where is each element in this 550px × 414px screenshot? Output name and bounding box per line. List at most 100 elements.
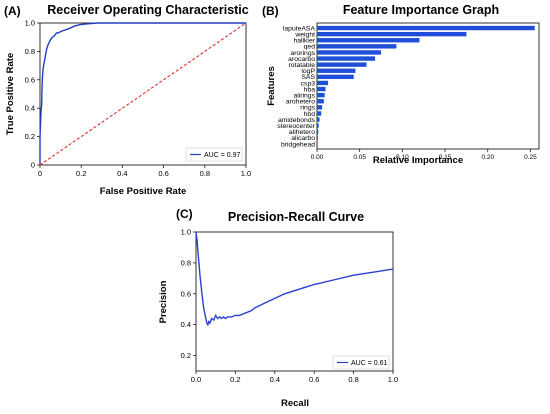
pr-y-ticks: 0.2 0.4 0.6 0.8 1.0 — [181, 228, 196, 360]
panel-label-b: (B) — [262, 4, 279, 18]
fi-feature-label: arorings — [290, 50, 315, 57]
pr-y-tick-label: 0.2 — [181, 351, 191, 360]
pr-title: Precision-Recall Curve — [228, 210, 364, 224]
roc-legend-label: AUC = 0.97 — [204, 152, 240, 159]
fi-x-tick-label: 0.25 — [524, 154, 537, 161]
fi-bar — [317, 129, 319, 134]
roc-title: Receiver Operating Characteristic — [47, 3, 249, 17]
pr-y-tick-label: 0.6 — [181, 289, 191, 298]
pr-legend-box — [332, 355, 390, 370]
pr-panel: (C) Precision-Recall Curve 0.0 0.2 0.4 0.6 0… — [158, 207, 398, 409]
fi-bar — [317, 86, 326, 92]
fi-feature-label: hallkier — [293, 38, 315, 45]
fi-y-label: Features — [266, 66, 277, 106]
roc-x-tick-label: 0.6 — [158, 169, 168, 178]
fi-bar — [317, 31, 467, 37]
pr-x-ticks: 0.0 0.2 0.4 0.6 0.8 1.0 — [191, 371, 398, 384]
fi-feature-label: hbd — [304, 111, 316, 118]
fi-x-ticks: 0.00 0.05 0.10 0.15 0.20 0.25 — [311, 149, 537, 161]
roc-y-ticks: 0 0.2 0.4 0.6 0.8 1.0 — [25, 19, 40, 170]
fi-bar — [317, 135, 318, 141]
roc-x-tick-label: 1.0 — [241, 169, 251, 178]
fi-bar — [317, 68, 356, 73]
pr-x-tick-label: 0.0 — [191, 375, 201, 384]
fi-bar — [317, 111, 322, 116]
fi-bar — [317, 80, 329, 86]
roc-x-label: False Positive Rate — [100, 186, 187, 197]
pr-x-tick-label: 0.4 — [270, 375, 280, 384]
pr-x-tick-label: 0.8 — [348, 375, 358, 384]
pr-x-tick-label: 0.6 — [309, 375, 319, 384]
fi-feature-label: alihetero — [289, 129, 315, 136]
fi-feature-label: amidebonds — [278, 117, 316, 124]
roc-x-tick-label: 0 — [38, 169, 42, 178]
fi-feature-label: laputeASA — [283, 25, 316, 32]
fi-x-tick-label: 0.00 — [311, 154, 324, 161]
fi-bar — [317, 56, 376, 61]
fi-x-tick-label: 0.15 — [439, 154, 452, 161]
fi-bar — [317, 25, 535, 31]
fi-feature-label: arohetero — [286, 99, 315, 106]
fi-feature-labels: laputeASAweighthallkierqedaroringsarocar… — [277, 25, 316, 148]
roc-y-tick-label: 0.8 — [25, 47, 35, 56]
roc-x-ticks: 0 0.2 0.4 0.6 0.8 1.0 — [38, 165, 251, 178]
fi-feature-label: alicarbo — [291, 135, 315, 142]
fi-bar — [317, 74, 354, 80]
fi-bar — [317, 62, 367, 67]
fi-title: Feature Importance Graph — [343, 3, 499, 17]
fi-feature-label: stereocenter — [277, 123, 316, 130]
fi-feature-label: logP — [301, 68, 315, 75]
roc-legend-box — [185, 147, 243, 162]
pr-y-tick-label: 0.4 — [181, 320, 191, 329]
fi-feature-label: qed — [304, 44, 316, 51]
panel-label-c: (C) — [176, 207, 193, 221]
roc-series-line-1 — [39, 22, 247, 166]
roc-y-tick-label: 0.2 — [25, 132, 35, 141]
fi-x-tick-label: 0.20 — [481, 154, 494, 161]
fi-feature-label: weight — [294, 31, 315, 38]
roc-x-tick-label: 0.8 — [200, 169, 210, 178]
fi-bar — [317, 117, 320, 122]
fi-bars — [317, 25, 535, 147]
fi-x-tick-label: 0.05 — [353, 154, 366, 161]
roc-y-tick-label: 0.6 — [25, 75, 35, 84]
pr-x-tick-label: 1.0 — [388, 375, 398, 384]
roc-y-tick-label: 0.4 — [25, 104, 35, 113]
roc-x-tick-label: 0.4 — [117, 169, 127, 178]
pr-y-tick-label: 0.8 — [181, 258, 191, 267]
fi-bar — [317, 141, 318, 147]
fi-bar — [317, 105, 323, 110]
pr-series — [195, 231, 394, 327]
pr-y-label: Precision — [158, 280, 169, 323]
fi-feature-label: alirings — [293, 92, 315, 99]
fi-bar — [317, 38, 420, 43]
fi-feature-label: bridgehead — [281, 141, 315, 148]
panel-label-a: (A) — [4, 4, 21, 18]
roc-x-tick-label: 0.2 — [76, 169, 86, 178]
fi-feature-label: csp3 — [301, 80, 316, 87]
roc-y-tick-label: 1.0 — [25, 19, 35, 28]
fi-bar — [317, 92, 325, 98]
roc-series — [39, 22, 247, 166]
pr-x-tick-label: 0.2 — [230, 375, 240, 384]
roc-y-label: True Positive Rate — [5, 53, 16, 135]
pr-y-tick-label: 1.0 — [181, 228, 191, 237]
fi-x-label: Relative Importance — [373, 155, 463, 166]
fi-bar — [317, 50, 382, 55]
fi-plot-frame — [316, 22, 540, 150]
fi-feature-label: rotatable — [289, 62, 316, 69]
fi-bar — [317, 123, 319, 128]
fi-bar — [317, 44, 397, 49]
fi-feature-label: arocarbo — [288, 56, 315, 63]
roc-series-line-0 — [39, 22, 246, 165]
fi-feature-label: hba — [304, 86, 316, 93]
fi-bar — [317, 99, 324, 104]
fi-feature-label: rings — [300, 105, 315, 112]
pr-legend-label: AUC = 0.61 — [351, 360, 387, 367]
pr-x-label: Recall — [281, 398, 309, 409]
pr-series-line-0 — [195, 231, 394, 327]
fi-feature-label: SAS — [301, 74, 315, 81]
feature-importance-panel: (B) Feature Importance Graph laputeASAwe… — [262, 3, 540, 166]
